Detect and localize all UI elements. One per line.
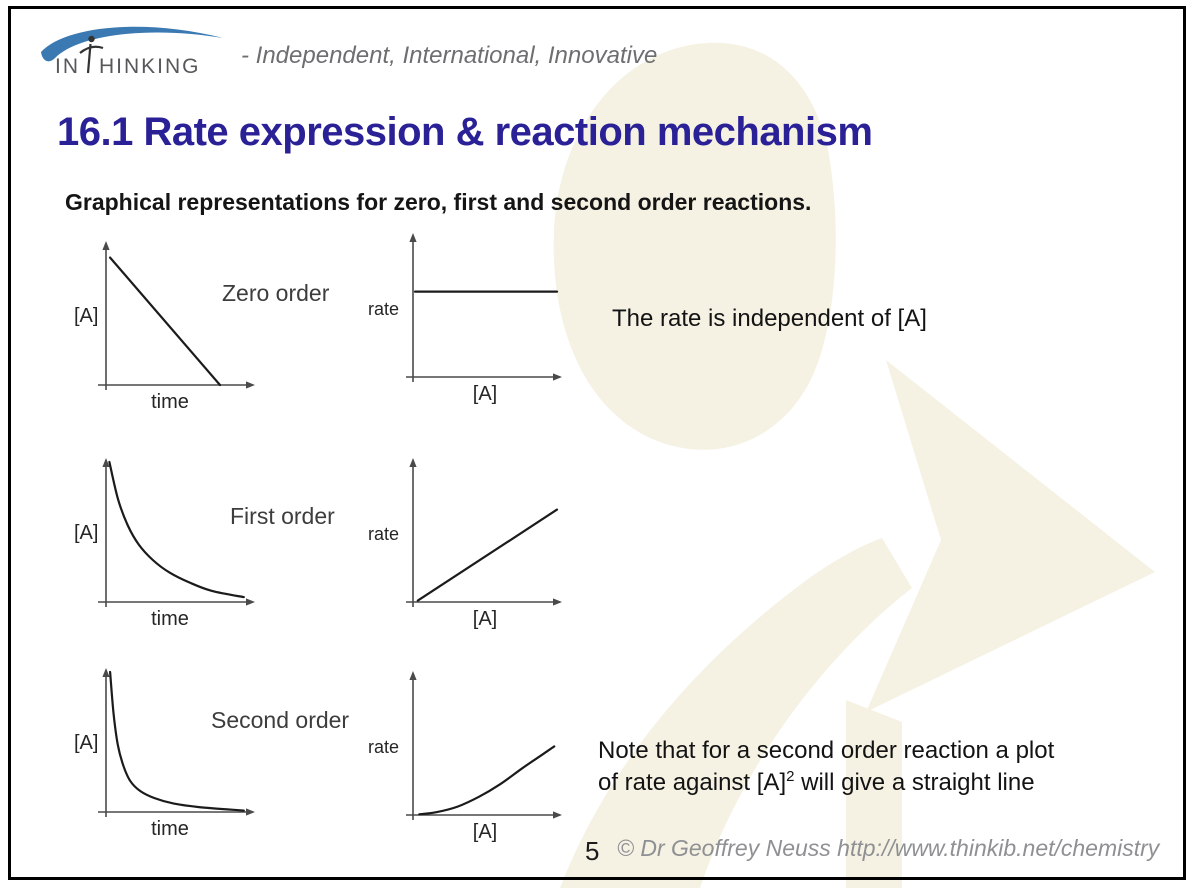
graph-first-order-concentration-time: [A] time — [70, 450, 270, 650]
y-axis-arrow-icon — [409, 458, 417, 467]
plot-canvas-first-conc — [98, 458, 255, 607]
watermark-arrow-icon — [866, 360, 1155, 712]
annotation-second-order: Note that for a second order reaction a … — [598, 735, 1054, 799]
y-axis-label: rate — [368, 524, 400, 544]
order-label-zero: Zero order — [222, 280, 330, 306]
person-icon — [79, 35, 104, 74]
subtitle: Graphical representations for zero, firs… — [65, 189, 812, 215]
x-axis-arrow-icon — [553, 811, 562, 819]
graph-first-order-rate-concentration: rate [A] — [360, 450, 570, 650]
data-curve — [418, 745, 556, 816]
logo-arc — [41, 26, 223, 62]
annotation-second-order-line2: of rate against [A]2 will give a straigh… — [598, 768, 1035, 796]
data-curve — [108, 460, 245, 599]
logo-text-in: IN — [55, 55, 80, 78]
data-curve — [416, 508, 559, 602]
graph-second-order-concentration-time: [A] time — [70, 660, 270, 860]
watermark-blob — [553, 42, 836, 450]
y-axis-label: rate — [368, 737, 400, 757]
page-number: 5 — [585, 836, 600, 866]
x-axis-arrow-icon — [553, 598, 562, 606]
logo-tagline: - Independent, International, Innovative — [241, 42, 658, 69]
x-axis-arrow-icon — [246, 598, 255, 606]
graph-zero-order-concentration-time: [A] time — [70, 233, 270, 433]
y-axis-label: [A] — [74, 732, 99, 754]
x-axis-label: time — [151, 608, 189, 630]
graph-zero-order-rate-concentration: rate [A] — [360, 225, 570, 425]
logo-text-hinking: HINKING — [99, 55, 201, 78]
annotation-second-order-line1: Note that for a second order reaction a … — [598, 737, 1055, 764]
data-curve — [109, 256, 222, 387]
x-axis-label: time — [151, 391, 189, 413]
x-axis-label: [A] — [472, 608, 498, 630]
y-axis-label: [A] — [74, 522, 99, 544]
page-title: 16.1 Rate expression & reaction mechanis… — [57, 110, 873, 154]
y-axis-label: [A] — [74, 305, 99, 327]
x-axis-label: [A] — [472, 821, 498, 843]
order-label-first: First order — [230, 503, 335, 529]
x-axis-label: time — [151, 818, 189, 840]
plot-canvas-first-rate — [406, 458, 562, 607]
y-axis-arrow-icon — [409, 233, 417, 242]
x-axis-label: [A] — [472, 383, 498, 405]
y-axis-arrow-icon — [102, 241, 110, 250]
order-label-second: Second order — [211, 707, 350, 733]
copyright: © Dr Geoffrey Neuss http://www.thinkib.n… — [617, 835, 1160, 861]
y-axis-label: rate — [368, 299, 400, 319]
x-axis-arrow-icon — [246, 808, 255, 816]
x-axis-arrow-icon — [553, 373, 562, 381]
y-axis-arrow-icon — [409, 671, 417, 680]
annotation-zero-order: The rate is independent of [A] — [612, 305, 927, 332]
plot-canvas-second-conc — [98, 668, 255, 817]
x-axis-arrow-icon — [246, 381, 255, 389]
plot-canvas-second-rate — [406, 671, 562, 820]
graph-second-order-rate-concentration: rate [A] — [360, 663, 570, 863]
y-axis-arrow-icon — [102, 668, 110, 677]
y-axis-arrow-icon — [102, 458, 110, 467]
plot-canvas-zero-conc — [98, 241, 255, 390]
data-curve — [109, 670, 245, 812]
inthinking-logo: IN HINKING — [41, 26, 223, 78]
